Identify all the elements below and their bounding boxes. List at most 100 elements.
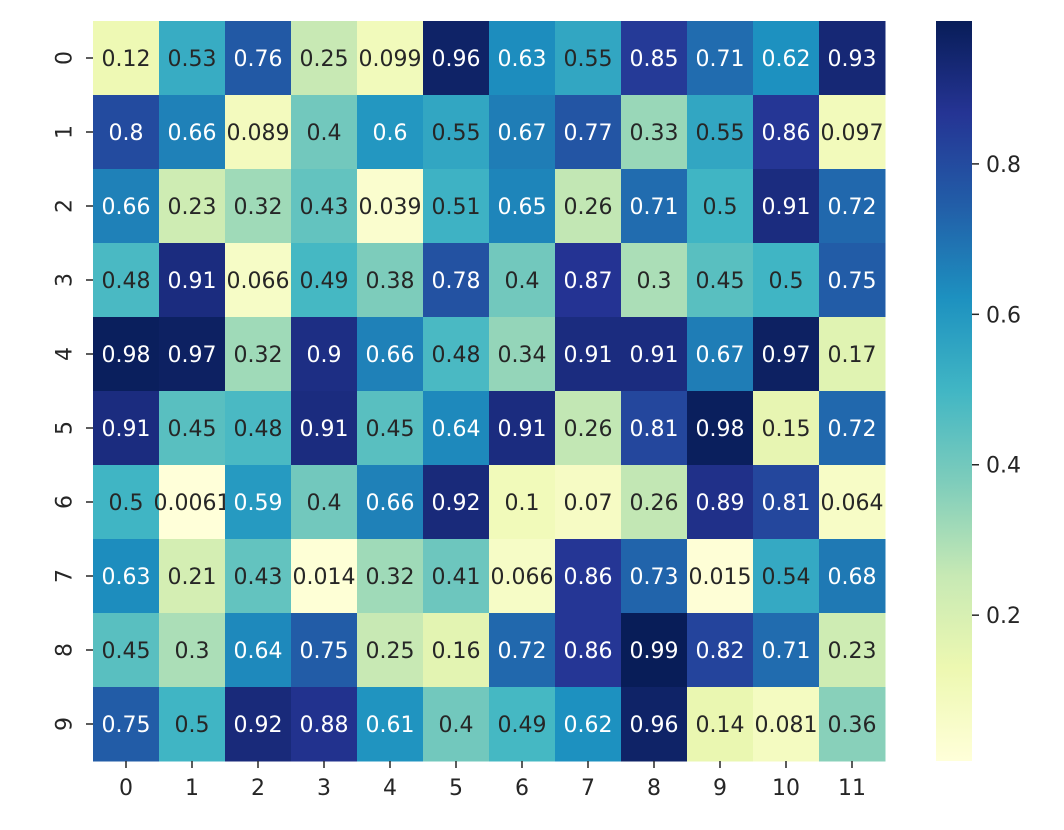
heatmap-cell	[291, 169, 358, 244]
cell-value-label: 0.66	[366, 343, 415, 368]
heatmap-cell	[423, 169, 490, 244]
cell-value-label: 0.4	[439, 713, 474, 738]
heatmap-cell	[687, 391, 754, 466]
cell-value-label: 0.82	[696, 639, 745, 664]
cell-value-label: 0.0061	[154, 491, 231, 516]
heatmap-cell	[225, 539, 292, 614]
cell-value-label: 0.64	[234, 639, 283, 664]
cell-value-label: 0.25	[300, 47, 349, 72]
heatmap-cell	[291, 465, 358, 540]
heatmap-cell	[621, 21, 688, 96]
cell-value-label: 0.039	[359, 195, 422, 220]
heatmap-cell	[93, 95, 160, 170]
cell-value-label: 0.99	[630, 639, 679, 664]
heatmap-cell	[159, 169, 226, 244]
heatmap-cell	[621, 95, 688, 170]
heatmap-cell	[291, 687, 358, 762]
cell-value-label: 0.91	[762, 195, 811, 220]
heatmap-cell	[621, 687, 688, 762]
heatmap-cell	[291, 317, 358, 392]
x-tick-label: 9	[713, 776, 727, 801]
cell-value-label: 0.66	[102, 195, 151, 220]
cell-value-label: 0.71	[762, 639, 811, 664]
cell-value-label: 0.91	[102, 417, 151, 442]
cell-value-label: 0.98	[696, 417, 745, 442]
heatmap-cell	[621, 539, 688, 614]
cell-value-label: 0.81	[630, 417, 679, 442]
cell-value-label: 0.92	[234, 713, 283, 738]
cell-value-label: 0.4	[307, 121, 342, 146]
heatmap-cell	[357, 391, 424, 466]
cell-value-label: 0.45	[696, 269, 745, 294]
heatmap-cell	[555, 21, 622, 96]
cell-value-label: 0.015	[689, 565, 752, 590]
cell-value-label: 0.4	[307, 491, 342, 516]
heatmap-cell	[621, 613, 688, 688]
cell-value-label: 0.68	[828, 565, 877, 590]
cell-value-label: 0.097	[821, 121, 884, 146]
cell-value-label: 0.63	[498, 47, 547, 72]
cell-value-label: 0.85	[630, 47, 679, 72]
heatmap-cell	[357, 687, 424, 762]
cell-value-label: 0.97	[168, 343, 217, 368]
cell-value-label: 0.66	[366, 491, 415, 516]
colorbar-tick-label: 0.4	[986, 454, 1021, 479]
heatmap-cell	[621, 243, 688, 318]
heatmap-cell	[555, 169, 622, 244]
heatmap-cell	[819, 687, 886, 762]
heatmap-cell	[291, 243, 358, 318]
x-tick-label: 1	[185, 776, 199, 801]
cell-value-label: 0.91	[300, 417, 349, 442]
heatmap-cell	[819, 317, 886, 392]
cell-value-label: 0.55	[696, 121, 745, 146]
cell-value-label: 0.63	[102, 565, 151, 590]
y-tick-label: 8	[53, 643, 78, 657]
cell-value-label: 0.064	[821, 491, 884, 516]
cell-value-label: 0.8	[109, 121, 144, 146]
cell-value-label: 0.25	[366, 639, 415, 664]
cell-value-label: 0.41	[432, 565, 481, 590]
heatmap-cell	[819, 21, 886, 96]
heatmap-cell	[357, 21, 424, 96]
heatmap-cell	[291, 95, 358, 170]
heatmap-cell	[555, 391, 622, 466]
heatmap-cell	[291, 539, 358, 614]
heatmap-cell	[225, 317, 292, 392]
heatmap-cell	[489, 539, 556, 614]
heatmap-cell	[93, 21, 160, 96]
cell-value-label: 0.15	[762, 417, 811, 442]
heatmap-cell	[555, 317, 622, 392]
heatmap-cell	[93, 465, 160, 540]
heatmap-cell	[93, 539, 160, 614]
cell-value-label: 0.3	[637, 269, 672, 294]
heatmap-cell	[555, 95, 622, 170]
heatmap-cell	[555, 465, 622, 540]
cell-value-label: 0.6	[373, 121, 408, 146]
heatmap-cell	[357, 539, 424, 614]
colorbar-tick-label: 0.2	[986, 604, 1021, 629]
heatmap-cell	[357, 317, 424, 392]
cell-value-label: 0.3	[175, 639, 210, 664]
heatmap-cell	[357, 465, 424, 540]
heatmap-cells: 0.12 0.53 0.76 0.25 0.099 0.96 0.63 0.55 0.85 0.7…	[93, 21, 886, 762]
cell-value-label: 0.53	[168, 47, 217, 72]
cell-value-label: 0.55	[564, 47, 613, 72]
heatmap-cell	[753, 539, 820, 614]
x-tick-label: 8	[647, 776, 661, 801]
heatmap-cell	[819, 539, 886, 614]
heatmap-cell	[753, 243, 820, 318]
heatmap-cell	[753, 613, 820, 688]
cell-value-label: 0.86	[762, 121, 811, 146]
cell-value-label: 0.32	[234, 343, 283, 368]
cell-value-label: 0.64	[432, 417, 481, 442]
cell-value-label: 0.5	[703, 195, 738, 220]
cell-value-label: 0.98	[102, 343, 151, 368]
heatmap-cell	[423, 391, 490, 466]
heatmap-cell	[753, 95, 820, 170]
heatmap-cell	[423, 95, 490, 170]
heatmap-cell	[489, 243, 556, 318]
heatmap-cell	[687, 613, 754, 688]
heatmap-cell	[489, 95, 556, 170]
heatmap-cell	[291, 391, 358, 466]
cell-value-label: 0.066	[491, 565, 554, 590]
